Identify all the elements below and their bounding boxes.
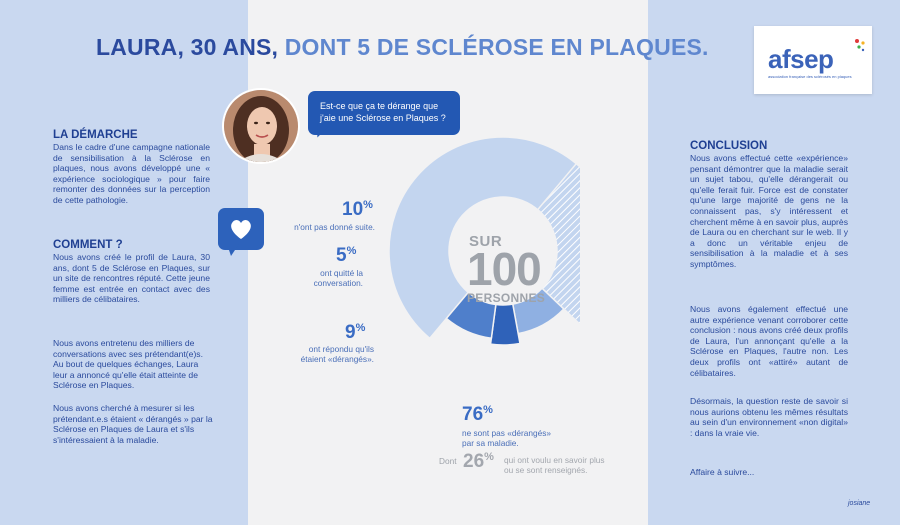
logo-wordmark: afsep: [768, 44, 834, 74]
conclusion-para-1: Nous avons effectué cette «expérience» p…: [690, 153, 848, 269]
pct-label-76: 76%: [462, 404, 493, 425]
page-title: LAURA, 30 ANS, DONT 5 DE SCLÉROSE EN PLA…: [96, 34, 709, 61]
afsep-logo[interactable]: afsep association française des sclérosé…: [754, 26, 872, 94]
conclusion-para-4: Affaire à suivre...: [690, 467, 755, 477]
heart-badge: [218, 208, 264, 250]
subset-label-26: qui ont voulu en savoir plus ou se sont r…: [504, 455, 605, 475]
title-part-2: DONT 5 DE SCLÉROSE EN PLAQUES.: [278, 34, 709, 60]
logo-dots-icon: [855, 39, 865, 52]
comment-para-2: Nous avons entretenu des milliers de con…: [53, 338, 203, 391]
center-personnes: PERSONNES: [467, 291, 546, 305]
left-column: [0, 0, 248, 525]
donut-chart: [388, 136, 580, 346]
center-number: 100: [467, 243, 542, 295]
dont-word: Dont: [439, 456, 457, 466]
donut-hole: [449, 197, 557, 305]
comment-para-3: Nous avons cherché à mesurer si les prét…: [53, 403, 213, 445]
slice-label-10: n'ont pas donné suite.: [294, 222, 375, 232]
demarche-heading: LA DÉMARCHE: [53, 129, 138, 141]
slice-label-5: ont quitté la conversation.: [313, 268, 363, 288]
laura-avatar: [222, 88, 300, 164]
comment-para-1: Nous avons créé le profil de Laura, 30 a…: [53, 252, 210, 305]
slice-label-76: ne sont pas «dérangés» par sa maladie.: [462, 428, 552, 448]
slice-label-9: ont répondu qu'ils étaient «dérangés».: [300, 344, 374, 364]
pct-label-5: 5%: [336, 245, 357, 266]
heart-badge-tail: [227, 244, 239, 256]
donut-subset-hatched: [536, 162, 580, 326]
portrait-icon: [224, 90, 298, 162]
signature: josiane: [848, 500, 871, 507]
pct-label-10: 10%: [342, 199, 373, 220]
bubble-line-1: Est-ce que ça te dérange que: [320, 101, 439, 111]
conclusion-para-2: Nous avons également effectué une autre …: [690, 304, 848, 378]
logo-tagline: association française des sclérosés en p…: [768, 74, 852, 79]
comment-heading: COMMENT ?: [53, 239, 123, 251]
demarche-text: Dans le cadre d'une campagne nationale d…: [53, 142, 210, 205]
title-part-1: LAURA, 30 ANS,: [96, 34, 279, 60]
heart-icon: [231, 220, 251, 239]
center-sur: SUR: [469, 233, 503, 250]
conclusion-heading: CONCLUSION: [690, 140, 768, 152]
donut-slice-9: [445, 291, 497, 340]
pct-label-26: 26%: [463, 451, 494, 472]
pct-label-9: 9%: [345, 322, 366, 343]
conclusion-para-3: Désormais, la question reste de savoir s…: [690, 396, 848, 438]
question-bubble: Est-ce que ça te dérange que j'aie une S…: [308, 91, 460, 135]
bubble-line-2: j'aie une Sclérose en Plaques ?: [320, 113, 446, 123]
